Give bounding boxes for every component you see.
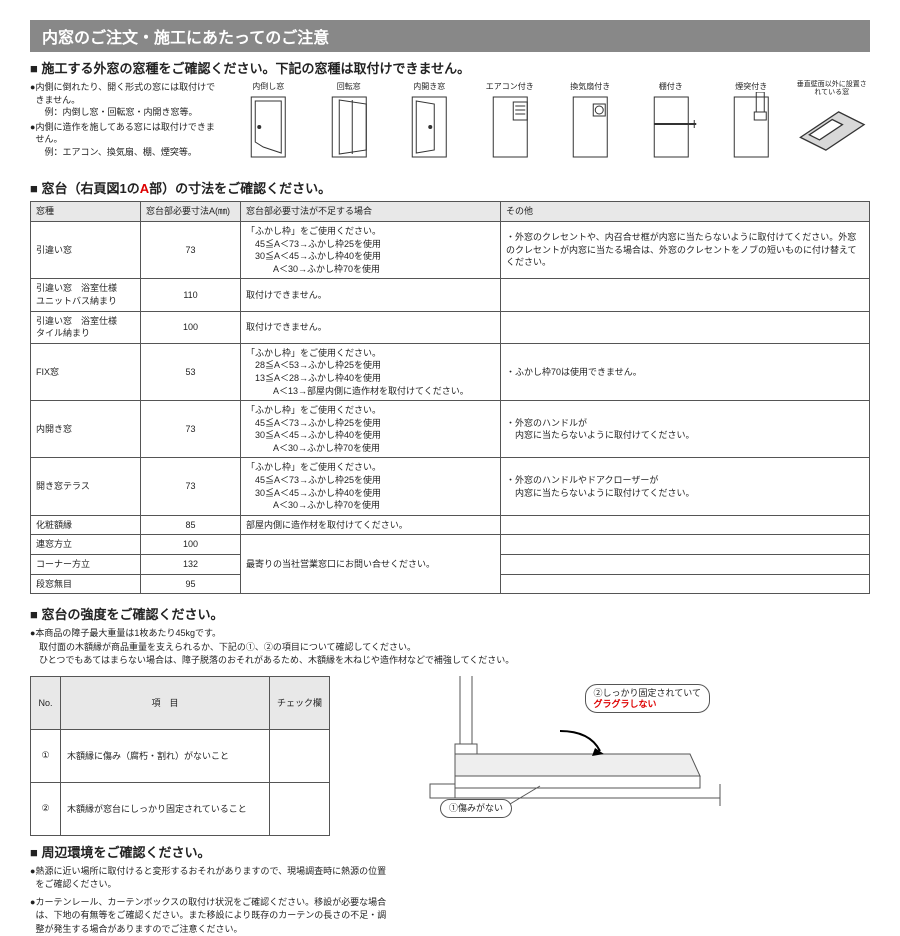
section3-head: ■ 窓台の強度をご確認ください。 (30, 604, 870, 623)
dimension-table: 窓種 窓台部必要寸法A(㎜) 窓台部必要寸法が不足する場合 その他 引違い窓73… (30, 201, 870, 594)
check-table: No.項 目チェック欄 ①木額縁に傷み（腐朽・割れ）がないこと ②木額縁が窓台に… (30, 676, 330, 836)
window-type-icons: 内倒し窓 回転窓 内開き窓 エアコン付き 換気扇付き 棚付き 煙突付き 垂直壁面… (230, 81, 870, 168)
sill-diagram: ②しっかり固定されていてグラグラしない ①傷みがない (360, 676, 740, 836)
section1-notes: ●内側に倒れたり、開く形式の窓には取付けできません。 例：内倒し窓・回転窓・内開… (30, 81, 220, 168)
section4-body: ●熱源に近い場所に取付けると変形するおそれがありますので、現場調査時に熱源の位置… (30, 865, 390, 936)
section1-head: ■ 施工する外窓の窓種をご確認ください。下記の窓種は取付けできません。 (30, 58, 870, 77)
section2-head: ■ 窓台（右頁図1のA部）の寸法をご確認ください。 (30, 178, 870, 197)
main-title: 内窓のご注文・施工にあたってのご注意 (30, 20, 870, 52)
section4-head: ■ 周辺環境をご確認ください。 (30, 842, 870, 861)
section3-body: ●本商品の障子最大重量は1枚あたり45kgです。 取付面の木額縁が商品重量を支え… (30, 627, 870, 668)
